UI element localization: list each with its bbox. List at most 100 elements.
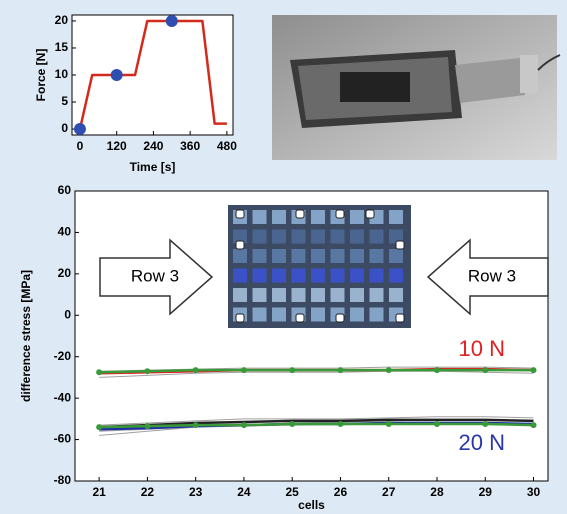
x-tick-label: 27 (382, 485, 396, 499)
x-tick-label: 23 (189, 485, 203, 499)
inset-tile (252, 249, 267, 263)
x-axis-label: Time [s] (130, 160, 176, 174)
inset-tile (233, 229, 247, 244)
inset-image (228, 205, 411, 328)
x-tick-label: 0 (77, 139, 84, 153)
inset-tile (389, 210, 403, 224)
series-line (99, 370, 534, 378)
inset-marker (365, 209, 375, 219)
inset-marker (295, 313, 305, 323)
x-tick-label: 480 (217, 139, 237, 153)
inset-tile (252, 210, 267, 224)
series-marker (110, 69, 123, 81)
y-tick-label: 10 (55, 67, 69, 81)
inset-tile (350, 249, 364, 263)
inset-tile (350, 229, 364, 244)
arrows (99, 238, 549, 316)
series-marker (289, 421, 296, 428)
inset-tile (291, 249, 306, 263)
inset-tile (350, 210, 364, 224)
series-marker (144, 368, 151, 375)
inset-tile (233, 288, 247, 302)
inset-tile (252, 288, 267, 302)
inset-tile (272, 307, 286, 322)
series-marker (337, 421, 344, 428)
y-tick-label: -80 (54, 473, 72, 487)
x-tick-label: 28 (430, 485, 444, 499)
y-tick-label: 20 (58, 266, 72, 280)
inset-marker (295, 209, 305, 219)
inset-tile (233, 268, 247, 283)
x-tick-label: 120 (107, 139, 127, 153)
x-tick-label: 240 (143, 139, 163, 153)
series-marker (289, 367, 296, 374)
inset-tile (272, 249, 286, 263)
inset-tile (272, 210, 286, 224)
inset-marker (395, 240, 405, 250)
y-tick-label: 20 (55, 13, 69, 27)
inset-tile (291, 288, 306, 302)
inset-tile (311, 229, 325, 244)
series-marker (240, 422, 247, 429)
x-tick-label: 22 (141, 485, 155, 499)
inset-marker (235, 313, 245, 323)
series-line (99, 416, 534, 426)
annotation: 10 N (459, 336, 505, 361)
inset-tile (369, 249, 384, 263)
inset-tile (330, 268, 345, 283)
inset-tile (389, 249, 403, 263)
inset-tile (350, 307, 364, 322)
y-tick-label: 40 (58, 225, 72, 239)
series-marker (482, 367, 489, 374)
y-tick-label: -60 (54, 432, 72, 446)
inset-marker (235, 209, 245, 219)
series-marker (192, 422, 199, 429)
inset-tile (369, 288, 384, 302)
series-marker (385, 421, 392, 428)
inset-tile (330, 288, 345, 302)
x-tick-label: 24 (237, 485, 251, 499)
inset-tile (389, 229, 403, 244)
device-photo (272, 15, 561, 160)
series-marker (482, 421, 489, 428)
series-marker (192, 367, 199, 374)
series-line (99, 418, 534, 429)
series-marker (165, 14, 178, 27)
x-tick-label: 26 (334, 485, 348, 499)
series-marker (530, 422, 537, 429)
annotation: 20 N (459, 430, 505, 455)
inset-tile (350, 268, 364, 283)
inset-tile (350, 288, 364, 302)
inset-tile (272, 229, 286, 244)
y-axis-label: difference stress [MPa] (19, 270, 33, 402)
inset-tile (291, 268, 306, 283)
inset-tile (252, 307, 267, 322)
series-marker (433, 367, 440, 374)
series-marker (385, 367, 392, 374)
series-marker (144, 423, 151, 430)
series-marker (530, 367, 537, 374)
inset-tile (369, 268, 384, 283)
series-marker (240, 367, 247, 374)
inset-tile (233, 249, 247, 263)
inset-tile (272, 288, 286, 302)
annotation: Row 3 (468, 266, 516, 285)
inset-tile (311, 288, 325, 302)
inset-tile (291, 229, 306, 244)
y-axis-label: Force [N] (34, 49, 48, 102)
y-tick-label: -20 (54, 349, 72, 363)
inset-marker (335, 209, 345, 219)
inset-tile (389, 288, 403, 302)
inset-tile (330, 229, 345, 244)
inset-tile (252, 268, 267, 283)
series-marker (337, 367, 344, 374)
x-tick-label: 360 (180, 139, 200, 153)
series-marker (73, 123, 86, 136)
series-marker (96, 369, 103, 376)
inset-marker (335, 313, 345, 323)
inset-tile (311, 210, 325, 224)
inset-tile (272, 268, 286, 283)
x-tick-label: 30 (527, 485, 541, 499)
inset-tile (311, 249, 325, 263)
